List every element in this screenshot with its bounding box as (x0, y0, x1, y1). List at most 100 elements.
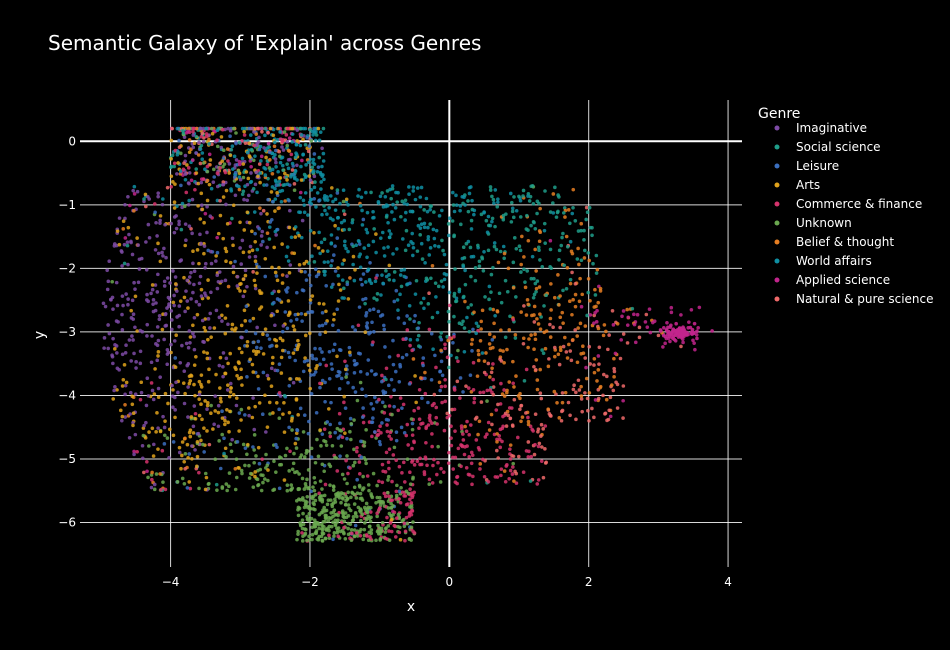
data-point (406, 443, 410, 447)
data-point (469, 303, 473, 307)
data-point (291, 324, 296, 328)
data-point (153, 308, 158, 313)
data-point (518, 248, 523, 253)
legend-item[interactable]: Arts (774, 178, 821, 192)
data-point (453, 480, 458, 484)
data-point (365, 372, 370, 376)
data-point (162, 442, 167, 446)
data-point (238, 289, 242, 293)
data-point (666, 332, 670, 337)
data-point (507, 380, 512, 384)
data-point (277, 179, 282, 184)
data-point (453, 455, 458, 460)
data-point (243, 446, 248, 450)
legend-item[interactable]: Commerce & finance (774, 197, 923, 211)
data-point (326, 260, 330, 264)
data-point (102, 346, 106, 350)
data-point (263, 256, 268, 261)
data-point (549, 282, 553, 286)
data-point (476, 348, 481, 353)
data-point (476, 324, 481, 329)
data-point (260, 229, 265, 234)
data-point (298, 406, 303, 411)
data-point (406, 243, 411, 248)
legend-item[interactable]: Natural & pure science (774, 292, 934, 306)
data-point (145, 376, 150, 381)
data-point (492, 321, 496, 326)
data-point (361, 537, 366, 542)
legend-item[interactable]: Applied science (774, 273, 891, 287)
data-point (533, 337, 538, 342)
data-point (621, 384, 626, 388)
data-point (265, 231, 270, 236)
legend-item[interactable]: Social science (774, 140, 881, 154)
data-point (381, 389, 385, 393)
data-point (482, 249, 486, 254)
data-point (309, 139, 314, 143)
data-point (427, 482, 432, 487)
data-point (182, 204, 187, 209)
data-point (696, 325, 700, 330)
tick-labels: −4 −2 0 2 40−1−2−3−4−5−6 (58, 134, 732, 589)
legend-item[interactable]: Unknown (774, 216, 852, 230)
data-point (694, 333, 699, 337)
data-point (632, 312, 636, 317)
data-point (110, 295, 115, 300)
data-point (304, 503, 308, 508)
data-point (366, 243, 371, 248)
data-point (332, 342, 337, 347)
data-point (303, 270, 307, 274)
data-point (241, 294, 246, 299)
data-point (264, 183, 269, 187)
data-point (228, 134, 232, 138)
data-point (245, 452, 249, 457)
data-point (417, 387, 422, 392)
data-point (441, 248, 445, 253)
data-point (340, 296, 345, 300)
data-point (162, 337, 166, 342)
data-point (298, 521, 302, 525)
legend-item[interactable]: Imaginative (774, 121, 868, 135)
data-point (226, 126, 230, 131)
data-point (345, 496, 350, 501)
data-point (493, 224, 497, 229)
data-point (558, 345, 563, 350)
data-point (521, 188, 526, 193)
data-point (320, 164, 324, 169)
data-point (253, 283, 258, 288)
data-point (132, 351, 136, 356)
data-point (508, 416, 513, 421)
data-point (185, 163, 189, 167)
data-point (462, 195, 466, 200)
data-point (201, 442, 205, 447)
data-point (282, 430, 287, 434)
data-point (265, 463, 270, 468)
data-point (459, 426, 464, 431)
data-point (401, 517, 406, 522)
data-point (391, 202, 395, 207)
data-point (183, 222, 188, 226)
data-point (445, 355, 450, 360)
legend-item[interactable]: Belief & thought (774, 235, 895, 249)
data-point (193, 393, 197, 398)
data-point (280, 139, 285, 144)
data-point (535, 378, 540, 382)
data-point (400, 355, 405, 360)
data-point (317, 199, 321, 203)
data-point (287, 410, 292, 415)
data-point (392, 445, 397, 450)
data-point (385, 429, 390, 434)
data-point (490, 337, 495, 342)
data-point (463, 445, 467, 449)
legend-item[interactable]: Leisure (774, 159, 840, 173)
data-point (114, 280, 119, 285)
data-point (299, 235, 304, 240)
data-point (228, 351, 233, 356)
data-point (514, 208, 519, 213)
data-point (243, 268, 248, 273)
data-point (346, 503, 351, 507)
data-point (183, 172, 188, 176)
legend-item[interactable]: World affairs (774, 254, 872, 268)
data-point (264, 452, 268, 457)
